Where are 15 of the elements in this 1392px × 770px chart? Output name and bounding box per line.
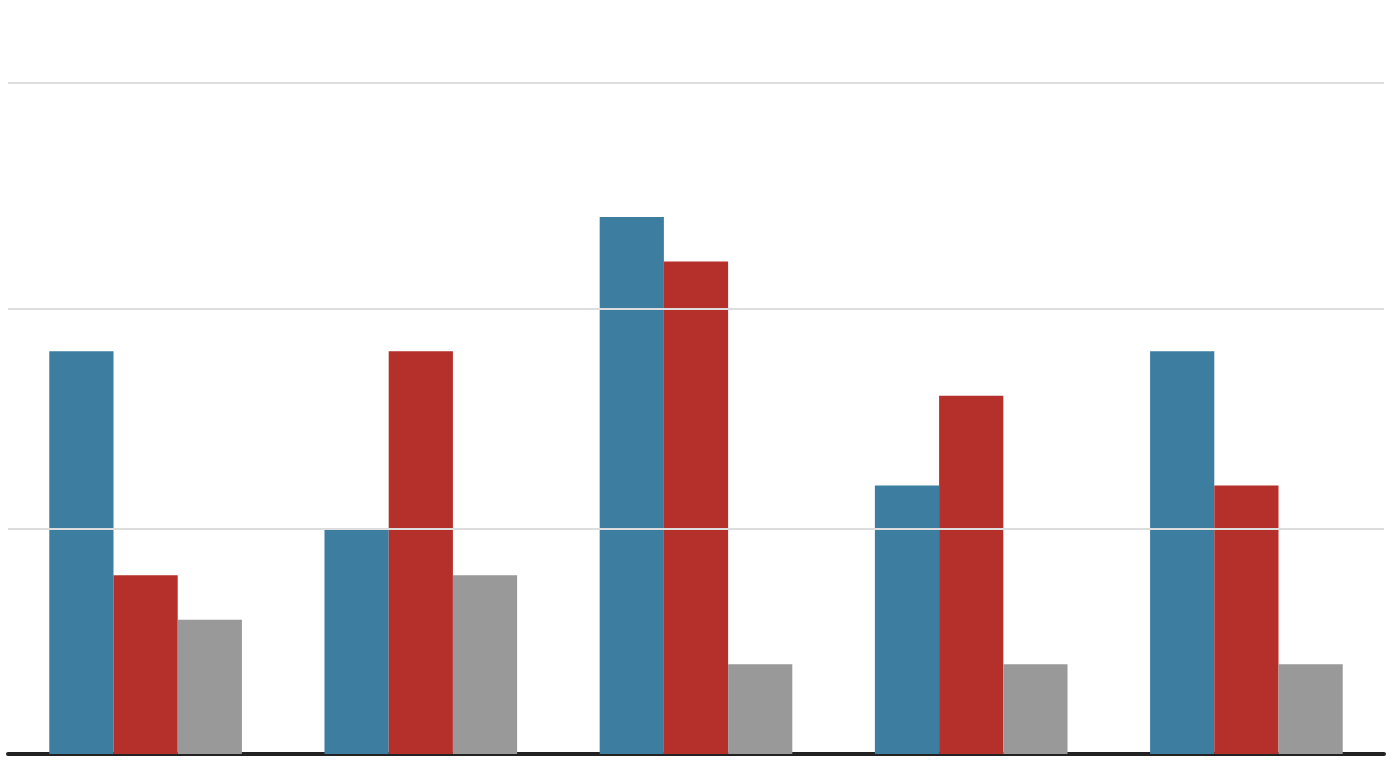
bar [728,664,793,754]
bar [663,261,729,754]
bar [1278,664,1343,754]
bar [1150,351,1215,754]
bar [113,575,178,754]
bar [1214,485,1279,754]
bar [177,619,242,754]
bar [49,351,114,754]
bar [452,575,518,754]
bar [388,351,453,754]
bar [939,395,1004,754]
bar [599,217,664,754]
bar [1003,664,1068,754]
bar [874,485,940,754]
bar [324,530,389,754]
